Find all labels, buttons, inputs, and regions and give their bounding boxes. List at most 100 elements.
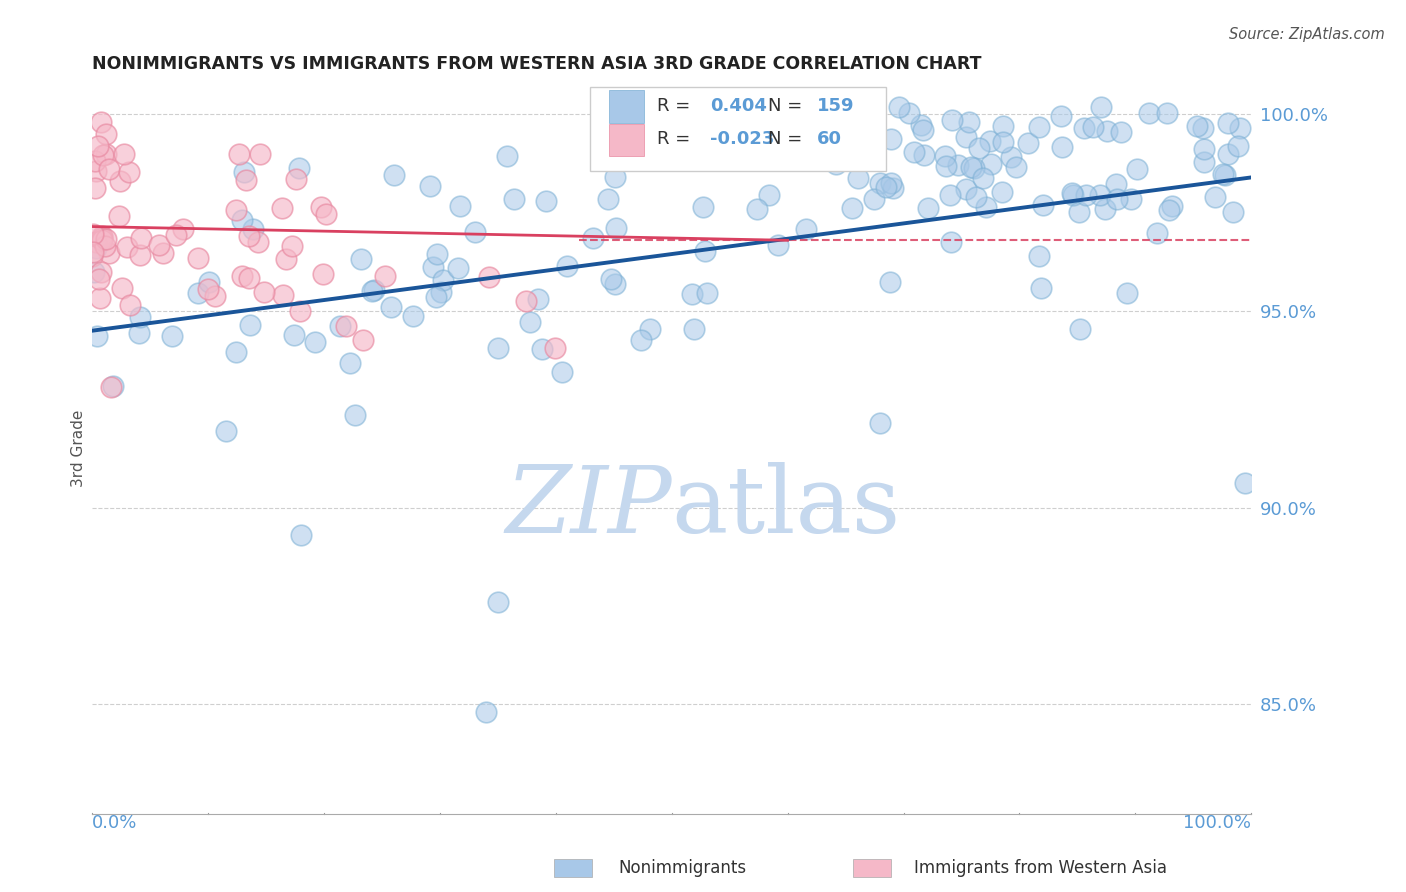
Text: Nonimmigrants: Nonimmigrants (619, 859, 747, 877)
Point (284, 172, 307, 186)
Point (128, 326, 150, 341)
Point (271, 201, 294, 215)
Point (107, 210, 129, 224)
Point (1050, 140, 1073, 154)
Point (934, 149, 956, 163)
Point (941, 112, 963, 127)
Point (447, 261, 470, 276)
Point (912, 148, 935, 162)
Point (911, 122, 934, 136)
Point (534, 194, 557, 209)
Point (422, 260, 444, 274)
Point (740, 127, 762, 141)
Point (1004, 161, 1026, 175)
Point (402, 310, 425, 324)
Point (115, 240, 138, 254)
Point (166, 228, 188, 243)
Text: atlas: atlas (672, 462, 901, 552)
Point (887, 100, 910, 114)
Point (1062, 186, 1084, 201)
Point (1088, 188, 1111, 202)
Text: Immigrants from Western Asia: Immigrants from Western Asia (914, 859, 1167, 877)
Point (817, 100, 839, 114)
Point (515, 293, 537, 308)
Point (974, 200, 997, 214)
Point (430, 285, 453, 299)
Point (187, 251, 209, 265)
Point (1090, 100, 1112, 114)
Point (551, 365, 574, 379)
Point (862, 192, 884, 206)
Point (1017, 136, 1039, 150)
Point (87, 272, 110, 286)
Point (880, 176, 903, 190)
Point (91, 147, 114, 161)
Point (312, 268, 335, 282)
Text: 100.0%: 100.0% (1184, 814, 1251, 832)
Point (344, 408, 367, 422)
Point (84, 235, 107, 249)
Point (152, 246, 174, 260)
Point (225, 203, 247, 218)
Point (1000, 150, 1022, 164)
Point (939, 235, 962, 250)
Point (86, 139, 108, 153)
Point (225, 345, 247, 359)
Point (752, 112, 775, 127)
Point (1094, 202, 1116, 217)
Point (980, 157, 1002, 171)
Point (129, 248, 152, 262)
Point (97, 161, 120, 176)
Point (960, 161, 983, 175)
Point (478, 270, 501, 285)
Point (502, 192, 524, 206)
Point (1161, 199, 1184, 213)
Point (309, 200, 332, 214)
Point (838, 120, 860, 134)
FancyBboxPatch shape (609, 124, 644, 156)
Point (758, 188, 780, 202)
Point (846, 170, 869, 185)
Point (94, 127, 117, 141)
Point (98, 246, 121, 260)
Point (382, 169, 405, 183)
FancyBboxPatch shape (591, 87, 886, 170)
Point (696, 285, 718, 300)
Point (1234, 476, 1257, 491)
Point (1216, 116, 1239, 130)
Point (129, 310, 152, 324)
Point (239, 318, 262, 332)
Point (374, 269, 396, 284)
Point (425, 290, 447, 304)
Point (527, 293, 550, 307)
Point (475, 705, 498, 719)
Point (963, 161, 986, 176)
Point (90, 115, 112, 129)
Point (1028, 249, 1050, 263)
Text: R =: R = (657, 96, 690, 115)
Point (329, 319, 352, 334)
Point (89, 291, 111, 305)
Point (380, 301, 402, 315)
Point (419, 179, 441, 194)
Point (869, 416, 891, 430)
Point (882, 181, 904, 195)
Point (1137, 106, 1160, 120)
Point (231, 269, 253, 284)
Point (756, 123, 779, 137)
Point (335, 318, 357, 333)
Text: N =: N = (768, 130, 801, 148)
Point (86, 328, 108, 343)
Point (108, 174, 131, 188)
Point (1029, 281, 1052, 295)
Point (1028, 120, 1050, 134)
Point (111, 281, 134, 295)
Point (1081, 120, 1104, 134)
Point (148, 238, 170, 252)
Point (253, 285, 276, 299)
Point (787, 150, 810, 164)
Text: -0.023: -0.023 (710, 130, 775, 148)
Point (187, 286, 209, 301)
Point (825, 156, 848, 170)
Point (859, 112, 882, 126)
